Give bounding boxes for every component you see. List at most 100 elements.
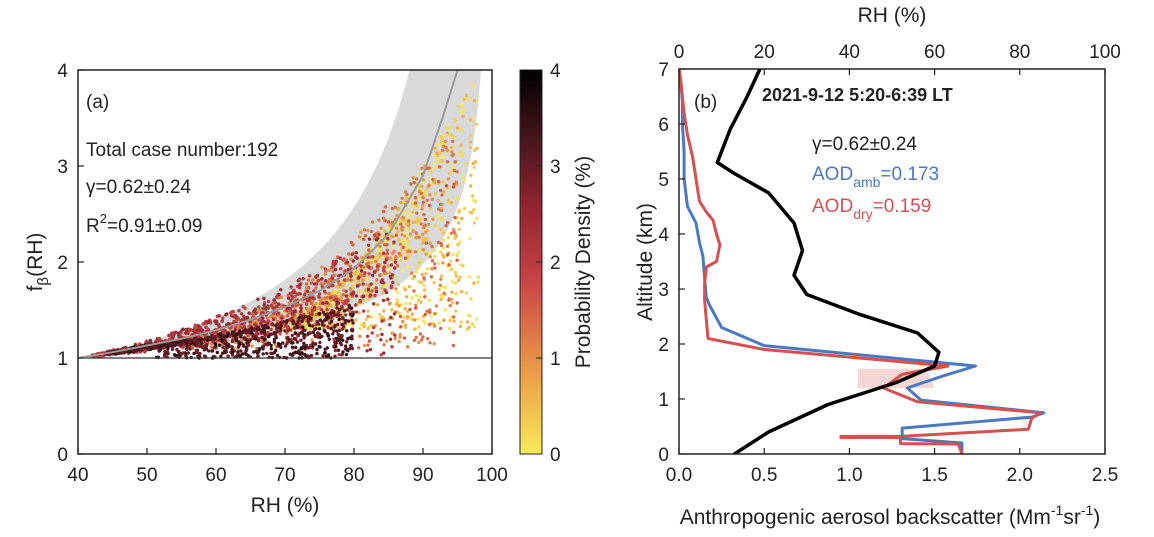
scatter-point	[349, 306, 354, 310]
scatter-point	[332, 295, 336, 299]
scatter-point	[449, 231, 453, 235]
scatter-point	[446, 177, 451, 181]
scatter-point	[207, 349, 211, 353]
y-tick-label: 1	[658, 390, 669, 411]
scatter-point	[213, 342, 218, 346]
scatter-point	[276, 341, 281, 346]
scatter-point	[416, 266, 420, 271]
scatter-point	[361, 278, 365, 282]
scatter-point	[248, 320, 252, 324]
scatter-point	[459, 110, 464, 114]
scatter-point	[345, 260, 349, 264]
scatter-point	[230, 350, 235, 354]
colorbar-tick-label: 0	[550, 445, 561, 466]
scatter-point	[344, 289, 348, 293]
scatter-point	[334, 341, 338, 346]
scatter-point	[344, 313, 348, 317]
scatter-point	[295, 322, 299, 327]
scatter-point	[470, 211, 474, 215]
scatter-point	[401, 245, 405, 249]
scatter-point	[146, 347, 151, 352]
top-x-tick-label: 40	[839, 42, 860, 63]
scatter-point	[320, 334, 324, 339]
scatter-point	[331, 332, 335, 336]
scatter-point	[432, 324, 437, 328]
scatter-point	[413, 327, 417, 331]
scatter-point	[472, 325, 477, 329]
scatter-point	[388, 301, 392, 305]
colorbar-label: Probability Density (%)	[572, 156, 595, 368]
scatter-point	[220, 339, 224, 343]
uncertainty-band-shape	[78, 70, 482, 358]
scatter-point	[272, 340, 276, 344]
scatter-point	[427, 203, 432, 208]
scatter-point	[346, 319, 350, 323]
scatter-point	[458, 275, 462, 279]
scatter-point	[420, 184, 424, 189]
scatter-point	[261, 306, 265, 311]
scatter-point	[315, 351, 319, 356]
scatter-point	[314, 282, 319, 286]
scatter-point	[298, 283, 302, 287]
scatter-point	[351, 291, 356, 296]
scatter-point	[365, 349, 369, 353]
scatter-point	[349, 344, 353, 348]
scatter-point	[344, 344, 348, 348]
scatter-point	[263, 307, 268, 311]
scatter-point	[247, 311, 251, 315]
scatter-point	[445, 148, 450, 152]
scatter-point	[190, 341, 194, 345]
scatter-point	[204, 343, 209, 347]
scatter-point	[394, 287, 398, 291]
scatter-point	[341, 350, 345, 354]
top-axis-label-b: RH (%)	[858, 4, 927, 27]
scatter-point	[334, 345, 338, 349]
scatter-point	[230, 353, 235, 357]
scatter-point	[417, 340, 421, 345]
scatter-point	[266, 321, 270, 326]
scatter-point	[423, 312, 427, 317]
scatter-point	[168, 344, 172, 348]
scatter-point	[417, 280, 421, 284]
scatter-point	[273, 331, 277, 336]
scatter-point	[430, 197, 435, 202]
scatter-point	[398, 253, 403, 258]
scatter-point	[370, 289, 374, 293]
scatter-point	[455, 126, 460, 130]
scatter-point	[337, 352, 341, 357]
scatter-point	[440, 148, 445, 152]
scatter-point	[472, 148, 477, 153]
scatter-point	[359, 230, 363, 234]
scatter-point	[365, 276, 369, 280]
scatter-point	[288, 339, 292, 344]
scatter-point	[398, 242, 403, 246]
scatter-point	[344, 352, 349, 357]
scatter-point	[278, 332, 282, 336]
scatter-point	[305, 289, 310, 293]
scatter-point	[269, 304, 274, 308]
scatter-point	[454, 233, 458, 237]
scatter-point	[355, 284, 360, 288]
scatter-point	[213, 335, 217, 339]
scatter-point	[455, 301, 459, 305]
scatter-point	[437, 321, 441, 325]
y-ticks-b: 0 1 2 3 4 5 6 7	[658, 60, 685, 466]
scatter-point	[437, 261, 441, 265]
scatter-point	[309, 301, 314, 305]
scatter-point	[384, 339, 389, 343]
scatter-point	[331, 269, 335, 273]
scatter-point	[421, 203, 425, 208]
scatter-point	[194, 348, 198, 353]
scatter-point	[172, 344, 176, 348]
scatter-point	[430, 267, 434, 271]
scatter-point	[195, 341, 200, 345]
scatter-point	[422, 283, 426, 288]
scatter-point	[222, 341, 227, 345]
scatter-point	[239, 335, 243, 339]
scatter-point	[363, 271, 367, 275]
scatter-point	[383, 271, 387, 275]
scatter-point	[468, 140, 473, 144]
scatter-point	[418, 172, 422, 176]
case-number-annotation: Total case number:192	[86, 140, 278, 161]
x-axis-label-a: RH (%)	[251, 494, 320, 517]
